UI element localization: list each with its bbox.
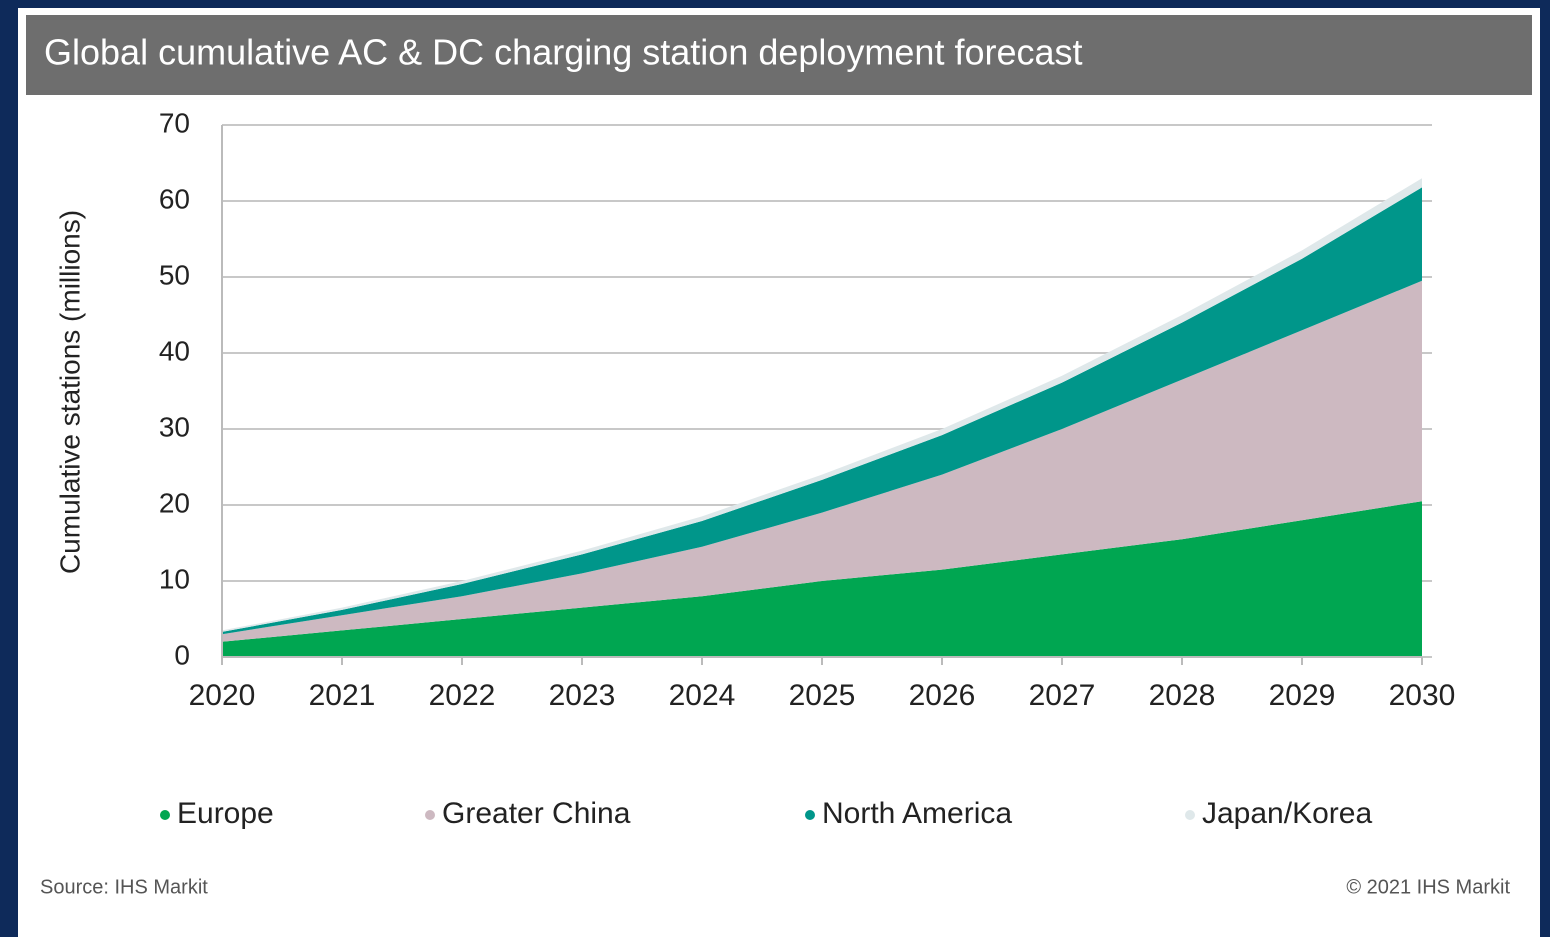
x-tick-label: 2020: [189, 679, 256, 712]
y-tick-label: 40: [159, 335, 190, 366]
legend-label: Greater China: [442, 797, 631, 830]
x-tick-label: 2026: [909, 679, 976, 712]
y-tick-label: 20: [159, 487, 190, 518]
legend-label: Japan/Korea: [1202, 797, 1372, 830]
y-tick-label: 70: [159, 107, 190, 138]
legend-marker: [425, 810, 435, 820]
source: Source: IHS Markit: [40, 876, 208, 898]
x-tick-label: 2023: [549, 679, 616, 712]
title-bar: [26, 15, 1532, 95]
areas: [222, 178, 1422, 657]
x-tick-label: 2030: [1389, 679, 1456, 712]
copyright: © 2021 IHS Markit: [1346, 876, 1510, 898]
x-tick-label: 2022: [429, 679, 496, 712]
x-tick-label: 2024: [669, 679, 736, 712]
legend-label: North America: [822, 797, 1012, 830]
y-axis-label: Cumulative stations (millions): [54, 210, 85, 574]
legend-label: Europe: [177, 797, 274, 830]
x-tick-label: 2028: [1149, 679, 1216, 712]
x-tick-label: 2021: [309, 679, 376, 712]
area: [222, 280, 1422, 642]
y-tick-label: 60: [159, 183, 190, 214]
legend-marker: [1185, 810, 1195, 820]
chart-title: Global cumulative AC & DC charging stati…: [44, 32, 1083, 73]
x-tick-label: 2029: [1269, 679, 1336, 712]
y-tick-label: 10: [159, 563, 190, 594]
y-tick-label: 30: [159, 411, 190, 442]
x-tick-label: 2027: [1029, 679, 1096, 712]
y-tick-label: 50: [159, 259, 190, 290]
area: [222, 501, 1422, 657]
legend-marker: [160, 810, 170, 820]
legend-marker: [805, 810, 815, 820]
x-tick-label: 2025: [789, 679, 856, 712]
y-tick-label: 0: [174, 639, 190, 670]
